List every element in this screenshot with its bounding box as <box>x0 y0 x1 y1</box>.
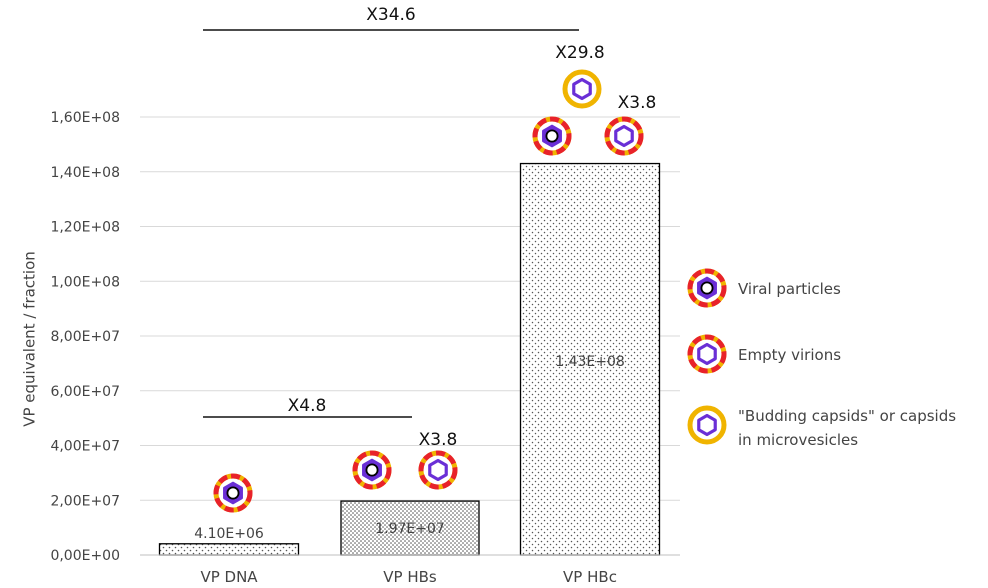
bracket-dna-hbs-label: X4.8 <box>288 396 327 416</box>
bracket-all-label: X34.6 <box>366 5 416 25</box>
hbs-ratio-label: X3.8 <box>419 430 458 450</box>
y-tick-label: 2,00E+07 <box>50 493 120 509</box>
legend-empty-virions-label: Empty virions <box>738 346 841 364</box>
envelope-ring-dashes <box>352 450 392 490</box>
capsid-hexagon <box>614 124 634 148</box>
legend-budding-capsids-label-line1: "Budding capsids" or capsids <box>738 407 956 425</box>
capsid-hexagon <box>697 413 717 437</box>
genome-core <box>226 486 240 500</box>
y-tick-label: 4,00E+07 <box>50 439 120 455</box>
y-tick-label: 1,60E+08 <box>50 110 120 126</box>
y-tick-label: 1,20E+08 <box>50 220 120 236</box>
envelope-ring-dashes <box>213 473 253 513</box>
capsid-hexagon <box>697 342 717 366</box>
genome-core <box>545 129 559 143</box>
hbc-budding-ratio-label: X29.8 <box>555 43 605 63</box>
envelope-ring-dashes <box>418 450 458 490</box>
y-tick-labels: 0,00E+00 2,00E+07 4,00E+07 6,00E+07 8,00E+07… <box>50 110 120 564</box>
legend-budding-capsid-icon <box>687 405 727 445</box>
gridlines <box>140 116 680 501</box>
data-label: 1.97E+07 <box>375 521 445 537</box>
envelope-ring-dashes <box>532 116 572 156</box>
legend-viral-particle-icon <box>687 268 727 308</box>
legend-viral-particles-label: Viral particles <box>738 280 841 298</box>
x-tick-labels: VP DNA VP HBs VP HBc <box>200 568 617 586</box>
legend-empty-virion-icon <box>687 334 727 374</box>
dna-viral-particle-icon <box>213 473 253 513</box>
bar-vp-dna <box>158 543 300 556</box>
hbc-ratio-label: X3.8 <box>618 93 657 113</box>
x-tick-label: VP DNA <box>200 568 258 586</box>
bar-vp-hbc <box>519 162 661 556</box>
bars: 4.10E+06 1.97E+07 1.43E+08 <box>158 162 661 556</box>
hbc-empty-virion-icon <box>604 116 644 156</box>
y-axis-label: VP equivalent / fraction <box>21 251 39 427</box>
genome-core <box>700 281 714 295</box>
y-tick-label: 1,40E+08 <box>50 165 120 181</box>
envelope-ring-dashes <box>687 334 727 374</box>
x-tick-label: VP HBc <box>563 568 617 586</box>
hbs-viral-particle-icon <box>352 450 392 490</box>
data-label: 4.10E+06 <box>194 526 264 542</box>
data-label: 1.43E+08 <box>555 354 625 370</box>
y-tick-label: 8,00E+07 <box>50 329 120 345</box>
genome-core <box>365 463 379 477</box>
hbc-budding-capsid-icon <box>562 69 602 109</box>
capsid-hexagon <box>572 77 592 101</box>
legend: Viral particles Empty virions "Budding c… <box>687 268 956 449</box>
y-tick-label: 0,00E+00 <box>50 548 120 564</box>
envelope-ring-dashes <box>604 116 644 156</box>
legend-budding-capsids-label-line2: in microvesicles <box>738 431 858 449</box>
x-tick-label: VP HBs <box>383 568 437 586</box>
bar-vp-hbs <box>340 500 480 556</box>
hbc-viral-particle-icon <box>532 116 572 156</box>
y-tick-label: 6,00E+07 <box>50 384 120 400</box>
y-tick-label: 1,00E+08 <box>50 274 120 290</box>
hbs-empty-virion-icon <box>418 450 458 490</box>
envelope-ring-dashes <box>687 268 727 308</box>
capsid-hexagon <box>428 458 448 482</box>
